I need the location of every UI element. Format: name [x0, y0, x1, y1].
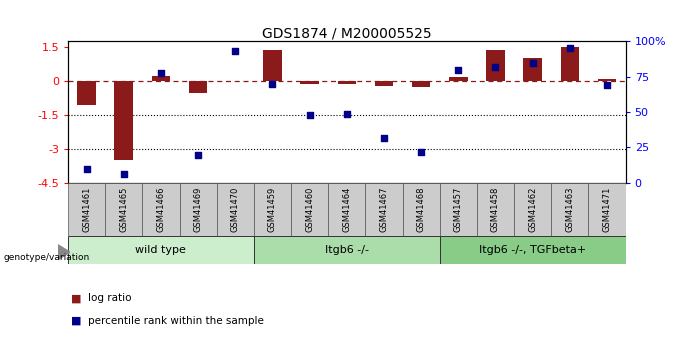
- Bar: [486, 50, 505, 81]
- Bar: [217, 183, 254, 236]
- Bar: [254, 183, 291, 236]
- Text: GSM41458: GSM41458: [491, 187, 500, 232]
- Bar: [440, 236, 626, 264]
- Bar: [412, 81, 430, 87]
- Point: [453, 67, 464, 72]
- Text: wild type: wild type: [135, 245, 186, 255]
- Bar: [560, 47, 579, 81]
- Bar: [78, 81, 96, 105]
- Bar: [142, 183, 180, 236]
- Text: GSM41467: GSM41467: [379, 187, 388, 232]
- Text: ■: ■: [71, 294, 82, 303]
- Bar: [337, 81, 356, 85]
- Text: GSM41461: GSM41461: [82, 187, 91, 232]
- Point: [304, 112, 315, 118]
- Point: [267, 81, 278, 87]
- Bar: [403, 183, 440, 236]
- Text: GSM41460: GSM41460: [305, 187, 314, 232]
- Bar: [477, 183, 514, 236]
- Text: ■: ■: [71, 316, 82, 326]
- Bar: [449, 77, 468, 81]
- Title: GDS1874 / M200005525: GDS1874 / M200005525: [262, 26, 432, 40]
- Point: [341, 111, 352, 116]
- Bar: [263, 50, 282, 81]
- Bar: [365, 183, 403, 236]
- Bar: [375, 81, 393, 86]
- Text: GSM41471: GSM41471: [602, 187, 611, 232]
- Bar: [68, 236, 254, 264]
- Text: GSM41465: GSM41465: [119, 187, 129, 232]
- Bar: [114, 81, 133, 160]
- Point: [527, 60, 538, 66]
- Bar: [598, 79, 616, 81]
- Text: Itgb6 -/-: Itgb6 -/-: [325, 245, 369, 255]
- Point: [415, 149, 426, 155]
- Point: [230, 49, 241, 54]
- Text: Itgb6 -/-, TGFbeta+: Itgb6 -/-, TGFbeta+: [479, 245, 586, 255]
- Point: [81, 166, 92, 171]
- Bar: [551, 183, 588, 236]
- Text: GSM41468: GSM41468: [417, 187, 426, 232]
- Text: log ratio: log ratio: [88, 294, 132, 303]
- Bar: [301, 81, 319, 84]
- Bar: [588, 183, 626, 236]
- Text: percentile rank within the sample: percentile rank within the sample: [88, 316, 265, 326]
- Bar: [524, 58, 542, 81]
- Point: [156, 70, 167, 75]
- Text: GSM41459: GSM41459: [268, 187, 277, 232]
- Bar: [514, 183, 551, 236]
- Text: GSM41464: GSM41464: [342, 187, 352, 232]
- Bar: [291, 183, 328, 236]
- Polygon shape: [58, 245, 70, 260]
- Point: [118, 171, 129, 177]
- Point: [490, 64, 501, 70]
- Text: GSM41470: GSM41470: [231, 187, 240, 232]
- Bar: [180, 183, 217, 236]
- Text: GSM41469: GSM41469: [194, 187, 203, 232]
- Text: GSM41466: GSM41466: [156, 187, 165, 232]
- Point: [379, 135, 390, 140]
- Text: genotype/variation: genotype/variation: [3, 253, 90, 262]
- Bar: [105, 183, 142, 236]
- Text: GSM41462: GSM41462: [528, 187, 537, 232]
- Point: [602, 82, 613, 88]
- Bar: [328, 183, 365, 236]
- Bar: [152, 76, 170, 81]
- Bar: [68, 183, 105, 236]
- Bar: [189, 81, 207, 93]
- Point: [564, 46, 575, 51]
- Bar: [440, 183, 477, 236]
- Text: GSM41457: GSM41457: [454, 187, 463, 232]
- Bar: [254, 236, 440, 264]
- Text: GSM41463: GSM41463: [565, 187, 575, 232]
- Point: [192, 152, 203, 157]
